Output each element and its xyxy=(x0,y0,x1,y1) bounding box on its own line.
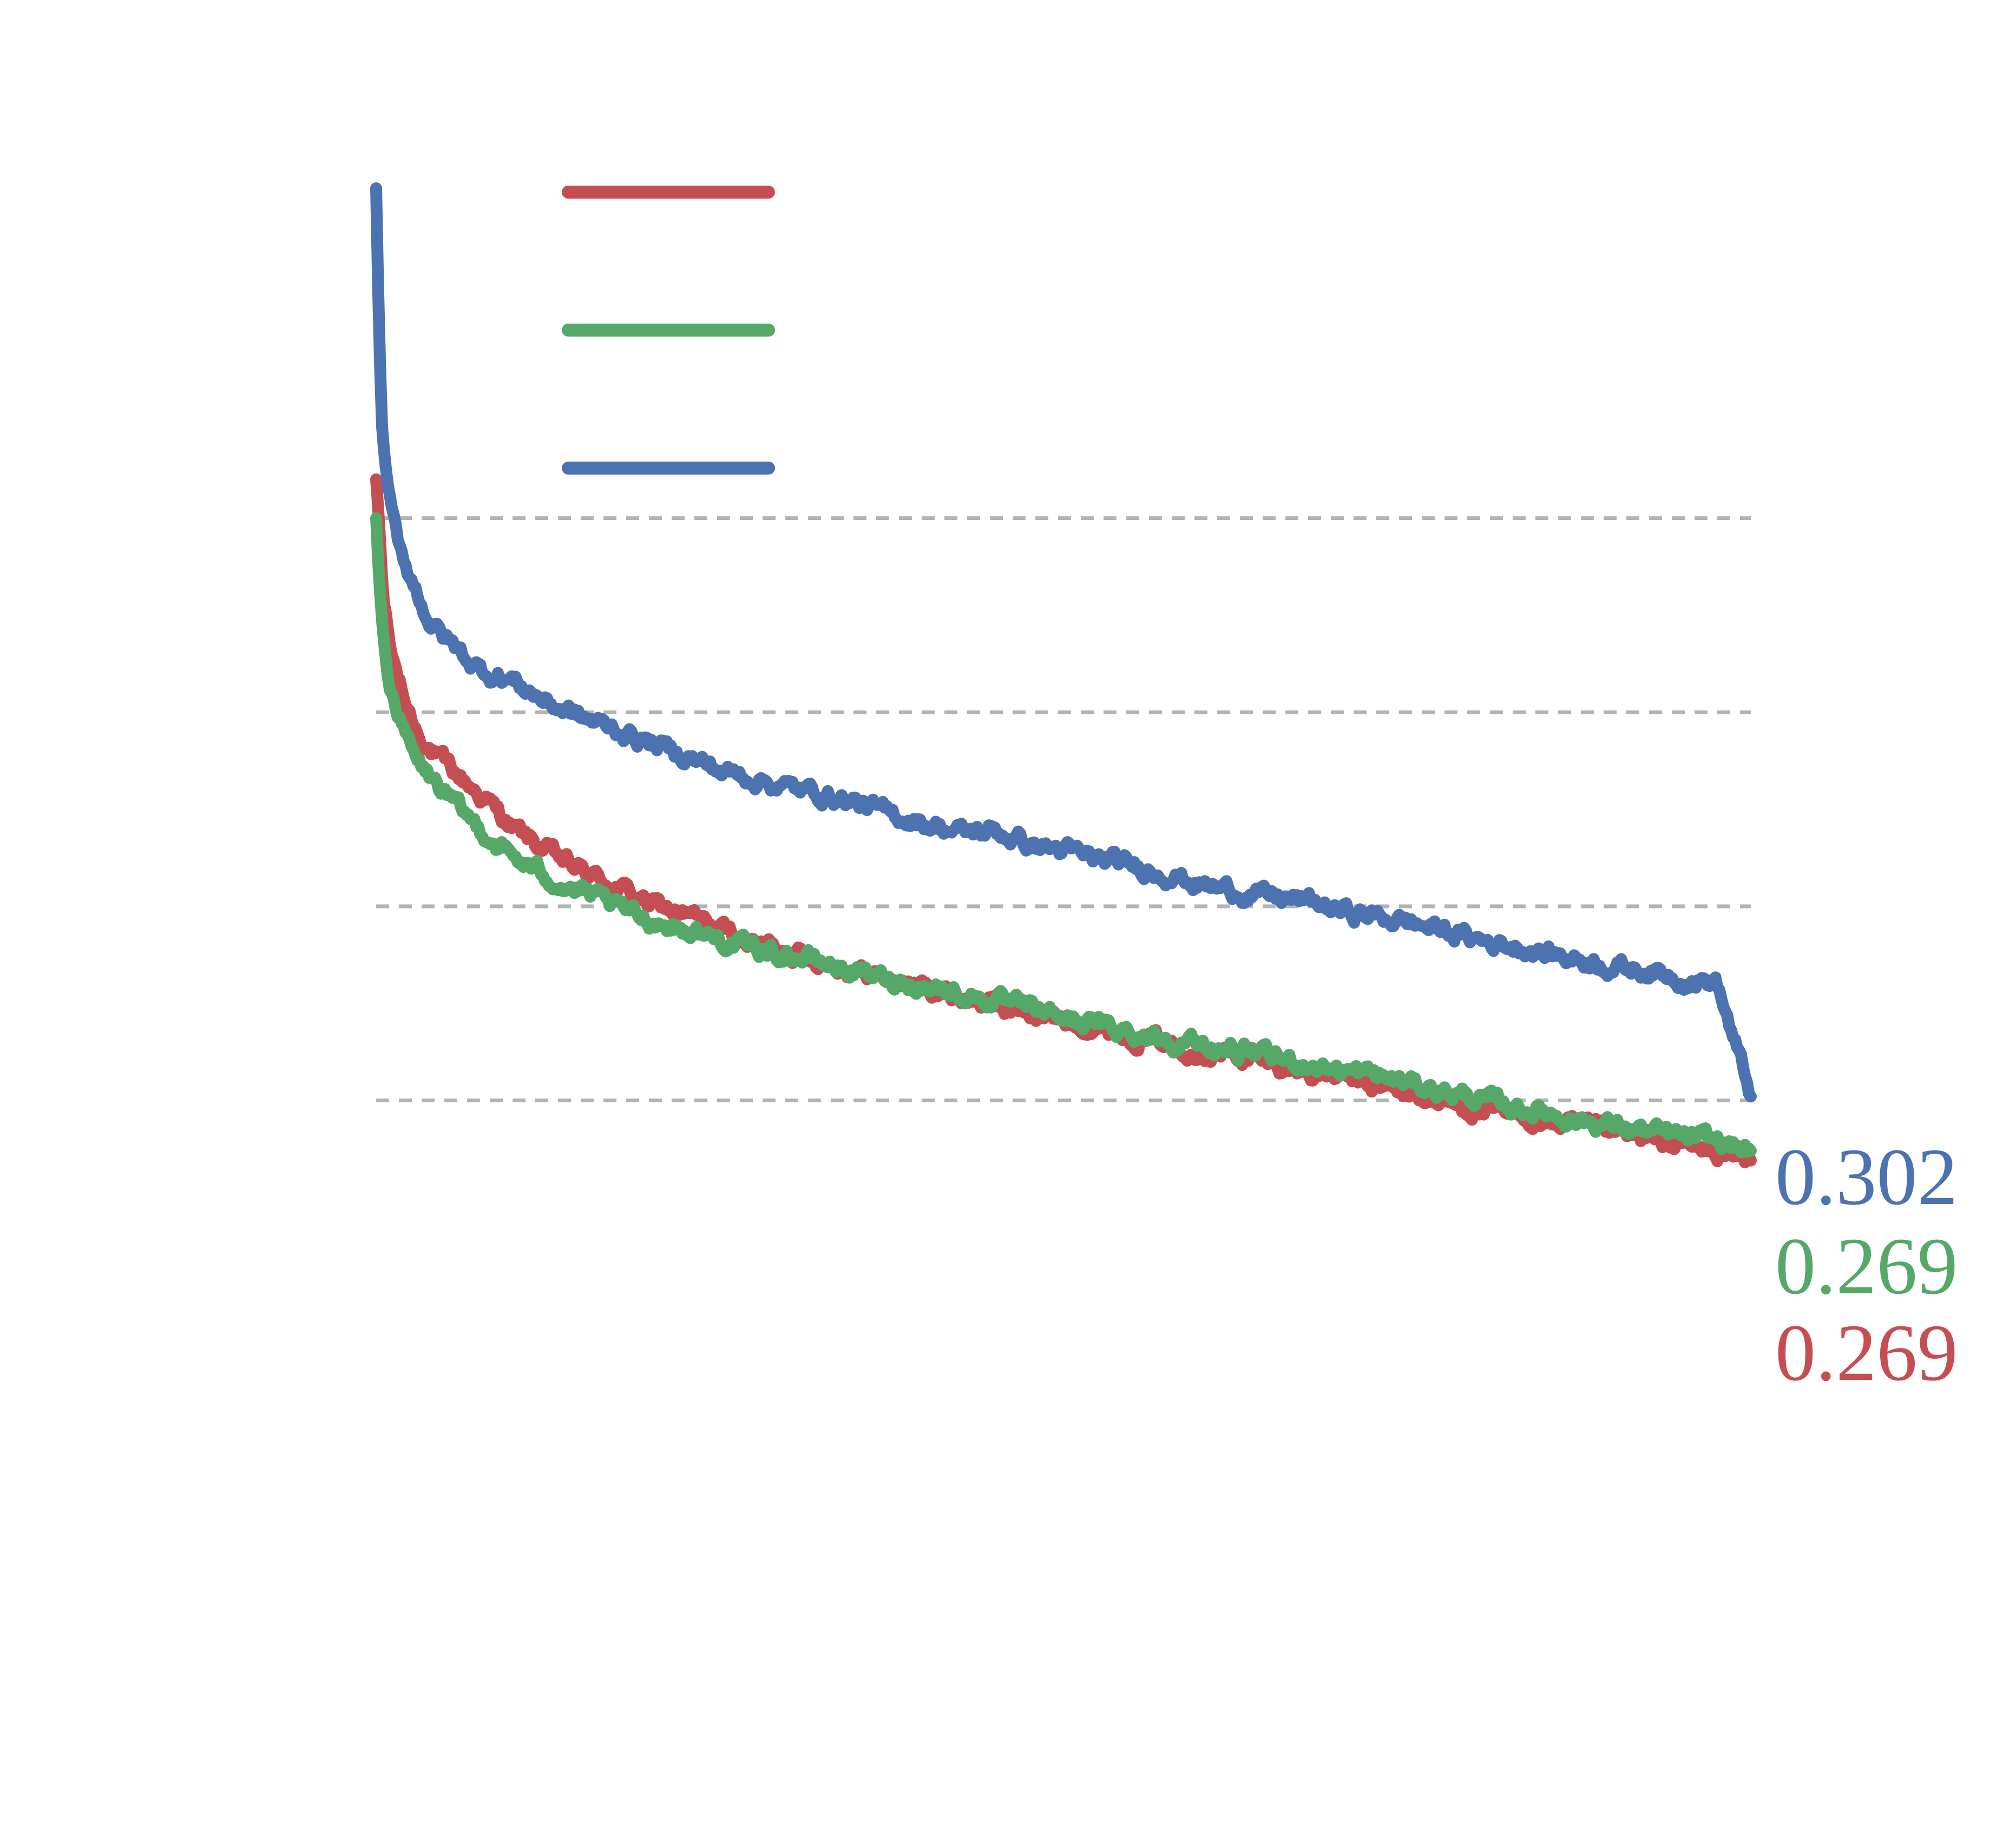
series-lines xyxy=(370,182,1757,1168)
end-label-1: 0.269 xyxy=(1775,1221,1958,1311)
series-line-2 xyxy=(370,182,1757,1103)
series-line-0 xyxy=(370,473,1757,1168)
end-label-2: 0.302 xyxy=(1775,1132,1958,1222)
legend xyxy=(562,186,775,475)
end-label-0: 0.269 xyxy=(1775,1308,1958,1398)
series-line-1 xyxy=(370,512,1757,1159)
